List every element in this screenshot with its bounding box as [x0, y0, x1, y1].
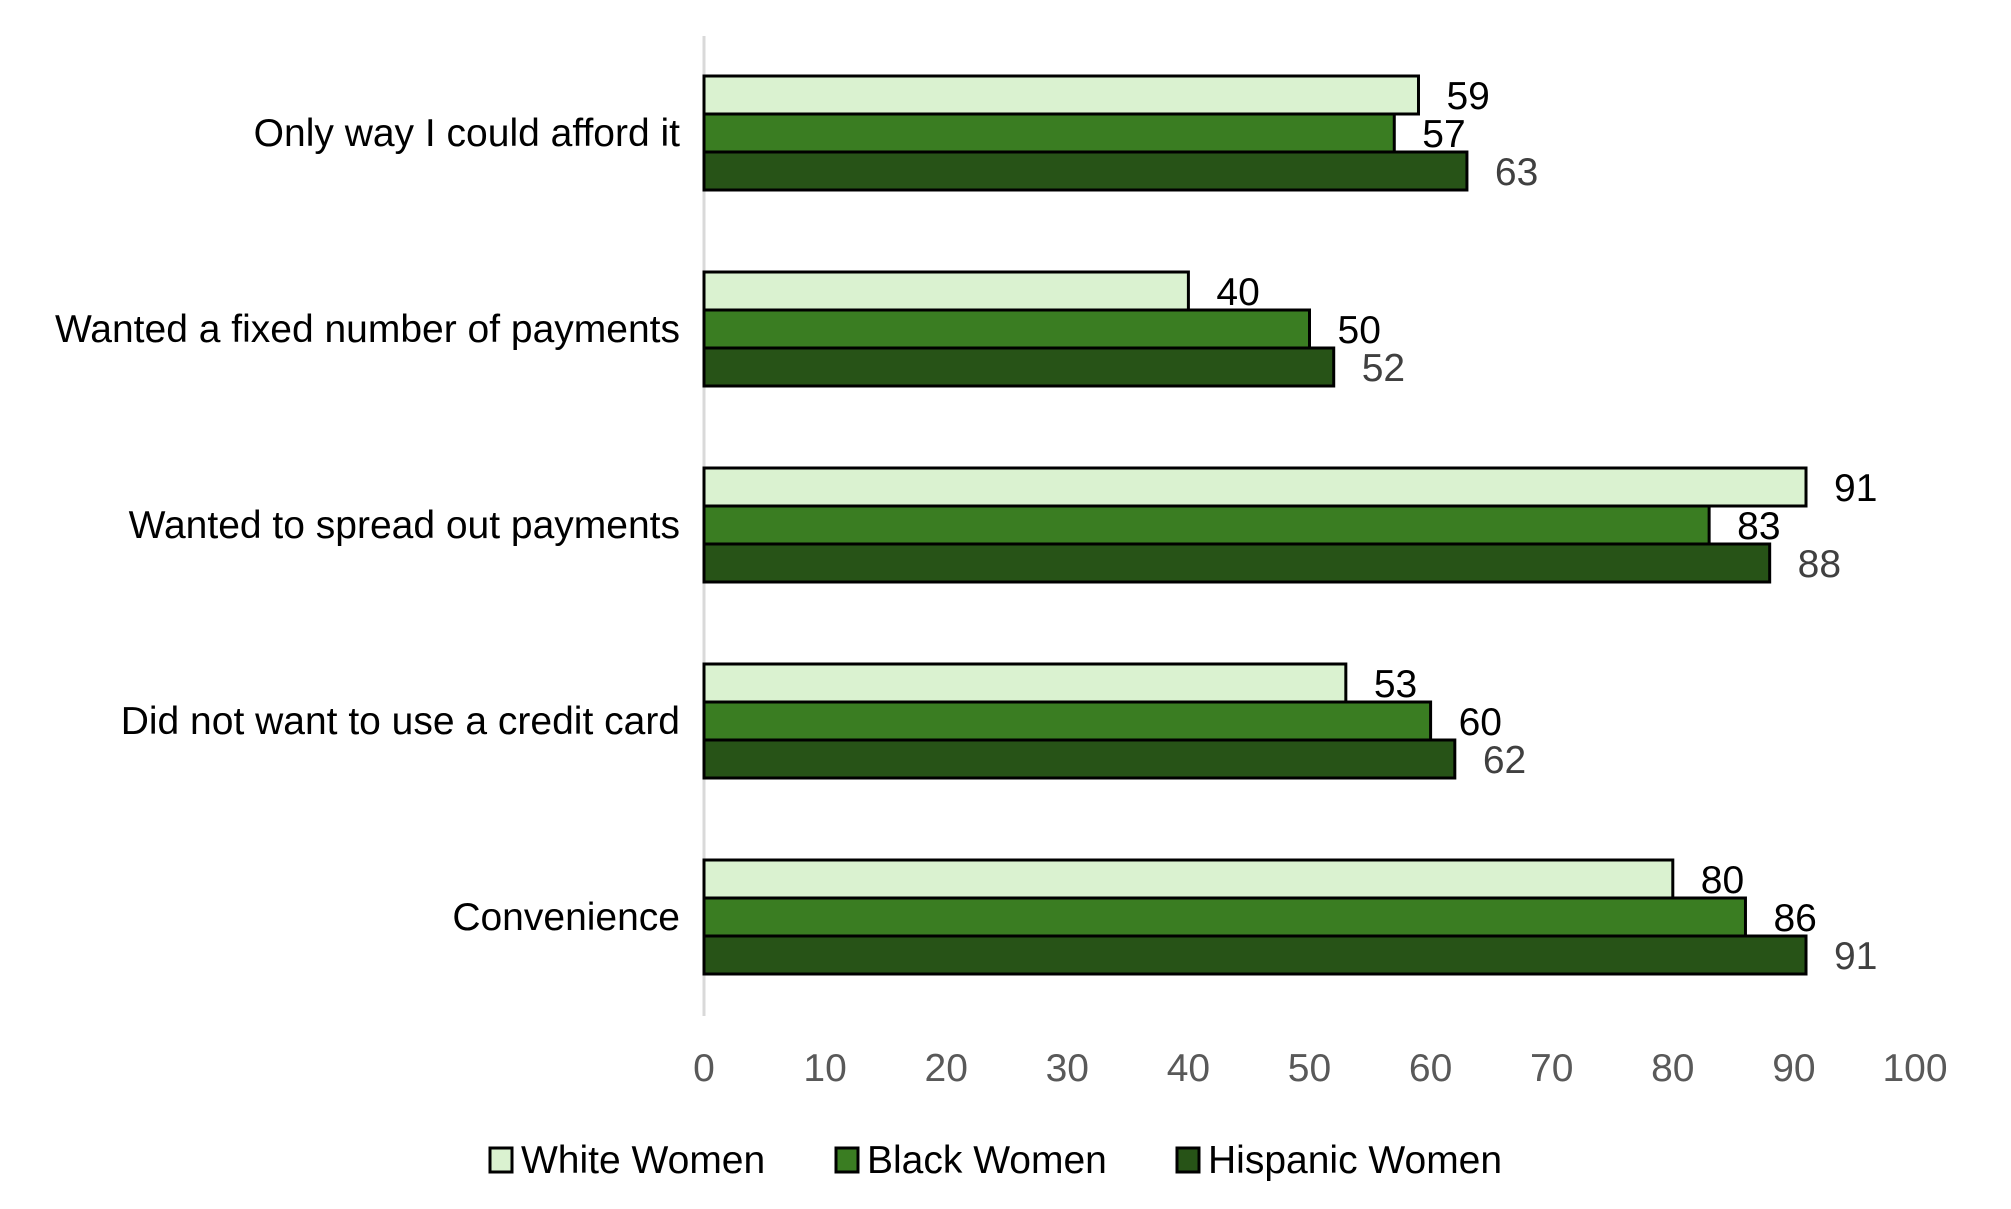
category-label: Convenience [452, 896, 680, 939]
bar-black-women [702, 308, 1311, 350]
category-label: Wanted to spread out payments [129, 504, 680, 547]
legend-swatch-white-women [488, 1146, 514, 1174]
bar-white-women [702, 858, 1675, 900]
x-tick-label: 100 [1882, 1047, 1947, 1090]
data-label: 83 [1737, 505, 1780, 548]
data-label: 57 [1422, 113, 1465, 156]
data-label: 91 [1834, 935, 1877, 978]
data-label: 52 [1362, 347, 1405, 390]
x-tick-label: 50 [1288, 1047, 1331, 1090]
bar-white-women [702, 662, 1348, 704]
legend-label: Black Women [867, 1139, 1107, 1182]
data-label: 53 [1374, 663, 1417, 706]
x-tick-label: 80 [1651, 1047, 1694, 1090]
category-label: Wanted a fixed number of payments [55, 308, 680, 351]
x-tick-label: 30 [1046, 1047, 1089, 1090]
data-label: 60 [1459, 701, 1502, 744]
bar-hispanic-women [702, 738, 1457, 780]
x-tick-label: 10 [803, 1047, 846, 1090]
data-label: 50 [1338, 309, 1381, 352]
data-label: 80 [1701, 859, 1744, 902]
bar-white-women [702, 74, 1420, 116]
category-label: Did not want to use a credit card [121, 700, 680, 743]
x-tick-label: 60 [1409, 1047, 1452, 1090]
bar-black-women [702, 700, 1433, 742]
data-label: 59 [1446, 75, 1489, 118]
bar-black-women [702, 112, 1396, 154]
data-label: 62 [1483, 739, 1526, 782]
bar-black-women [702, 504, 1711, 546]
bar-hispanic-women [702, 150, 1469, 192]
data-label: 40 [1216, 271, 1259, 314]
x-tick-label: 20 [925, 1047, 968, 1090]
legend-label: Hispanic Women [1208, 1139, 1502, 1182]
legend-label: White Women [521, 1139, 765, 1182]
bar-hispanic-women [702, 542, 1772, 584]
legend-swatch-black-women [834, 1146, 860, 1174]
x-tick-label: 90 [1772, 1047, 1815, 1090]
bar-white-women [702, 466, 1808, 508]
data-label: 86 [1773, 897, 1816, 940]
legend-swatch-hispanic-women [1175, 1146, 1201, 1174]
bar-hispanic-women [702, 346, 1336, 388]
data-label: 63 [1495, 151, 1538, 194]
x-tick-label: 70 [1530, 1047, 1573, 1090]
bar-hispanic-women [702, 934, 1808, 976]
bar-white-women [702, 270, 1190, 312]
category-label: Only way I could afford it [254, 112, 680, 155]
data-label: 91 [1834, 467, 1877, 510]
data-label: 88 [1798, 543, 1841, 586]
x-tick-label: 40 [1167, 1047, 1210, 1090]
x-tick-label: 0 [693, 1047, 715, 1090]
bar-black-women [702, 896, 1747, 938]
